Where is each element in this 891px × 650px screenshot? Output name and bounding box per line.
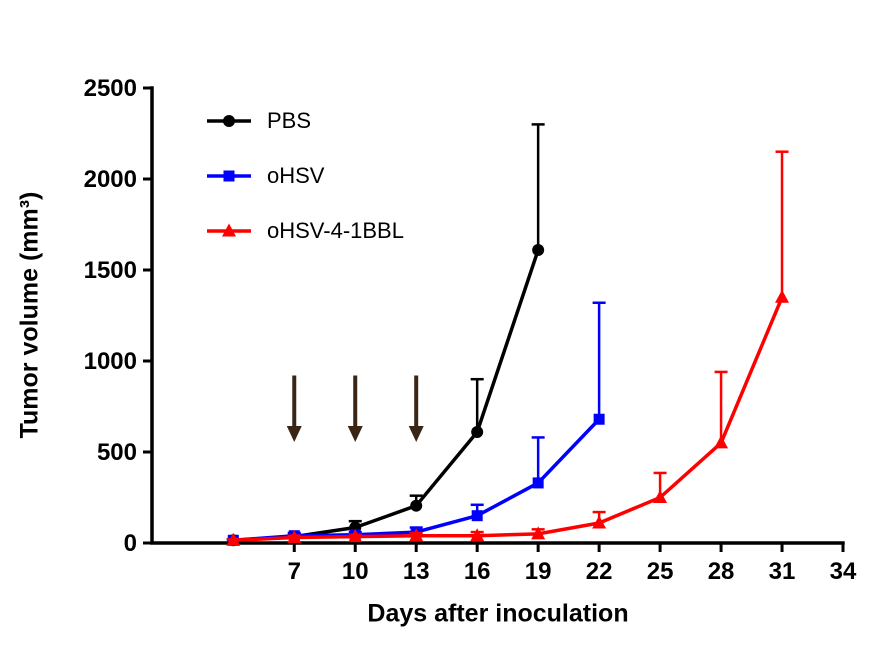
marker-triangle [287,530,302,544]
series-line-PBS [231,248,540,543]
legend-item-pbs: PBS [205,110,404,132]
legend-item-ohsv: oHSV [205,165,404,187]
legend-item-ohsv-41bbl: oHSV-4-1BBL [205,220,404,242]
x-tick-label: 7 [288,558,301,585]
x-tick-label: 25 [647,558,674,585]
marker-circle [471,425,484,438]
marker-triangle [222,223,236,237]
y-axis-label: Tumor volume (mm³) [15,191,44,439]
legend-glyph-svg [207,223,251,237]
legend-glyph-svg [207,115,251,127]
x-tick-label: 10 [342,558,369,585]
treatment-arrow-head [347,425,363,442]
treatment-arrow-head [286,425,302,442]
marker-triangle [470,528,485,542]
marker-circle [532,243,545,256]
y-tick-label: 1000 [84,348,137,375]
marker-triangle [653,490,668,503]
marker-square [223,170,235,182]
x-tick-label: 34 [830,558,857,585]
marker-circle [410,499,423,512]
y-tick-label: 2500 [84,75,137,102]
x-tick-label: 16 [464,558,491,585]
legend-marker-ohsv-41bbl-icon [205,223,253,239]
legend-glyph-svg [207,170,251,182]
x-tick-label: 22 [586,558,613,585]
series-line-oHSV-4-1BBL [231,295,784,543]
marker-square [593,413,605,425]
y-tick-label: 2000 [84,166,137,193]
marker-triangle [714,435,729,449]
marker-circle [223,115,235,127]
y-tick-label: 0 [124,530,137,557]
marker-square [532,477,544,489]
x-tick-label: 31 [769,558,796,585]
treatment-arrow-head [408,425,424,442]
x-tick-label: 19 [525,558,552,585]
x-tick-label: 13 [403,558,430,585]
marker-triangle [348,529,363,543]
chart-legend: PBS oHSV oHSV-4-1BBL [205,110,404,242]
marker-triangle [409,528,424,542]
marker-triangle [531,526,546,540]
legend-label-ohsv-41bbl: oHSV-4-1BBL [267,218,404,243]
legend-marker-ohsv-icon [205,168,253,184]
y-tick-label: 1500 [84,257,137,284]
marker-triangle [775,289,790,303]
legend-label-ohsv: oHSV [267,163,325,188]
y-tick-label: 500 [97,439,137,466]
x-tick-label: 28 [708,558,735,585]
marker-triangle [226,532,241,546]
marker-square [471,510,483,522]
legend-marker-pbs-icon [205,113,253,129]
marker-triangle [592,515,607,529]
legend-label-pbs: PBS [267,108,312,133]
x-axis-label: Days after inoculation [367,599,629,628]
